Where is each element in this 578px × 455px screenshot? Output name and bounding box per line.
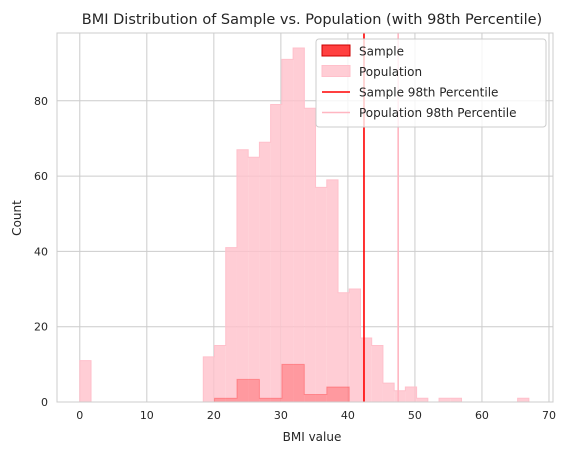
bar: [214, 345, 226, 402]
bar: [371, 345, 383, 402]
bar: [281, 59, 294, 402]
y-tick-labels: 0 20 40 60 80: [34, 95, 48, 409]
legend-label: Population: [359, 65, 422, 79]
y-tick-label: 0: [41, 396, 48, 409]
bar: [315, 187, 327, 402]
x-tick-label: 30: [274, 409, 288, 422]
x-tick-label: 50: [408, 409, 422, 422]
bar: [360, 337, 372, 402]
bar: [259, 398, 282, 402]
population-bars: [79, 47, 530, 403]
y-tick-label: 60: [34, 170, 48, 183]
bar: [304, 108, 316, 402]
bar: [281, 364, 305, 402]
bar: [225, 247, 237, 402]
bar: [304, 394, 327, 402]
legend: Sample Population Sample 98th Percentile Po…: [315, 38, 547, 128]
bar: [405, 386, 417, 402]
y-tick-label: 20: [34, 321, 48, 334]
x-tick-label: 60: [475, 409, 489, 422]
x-tick-label: 20: [207, 409, 221, 422]
x-axis-label: BMI value: [283, 430, 342, 444]
bar: [338, 292, 350, 402]
legend-swatch: [321, 44, 351, 57]
bar: [270, 104, 282, 402]
x-tick-label: 10: [140, 409, 154, 422]
bar: [450, 398, 462, 402]
bar: [394, 390, 406, 402]
bar: [416, 398, 428, 402]
x-tick-label: 40: [341, 409, 355, 422]
bar: [326, 386, 350, 402]
x-tick-labels: 0 10 20 30 40 50 60 70: [76, 409, 556, 422]
legend-label: Sample 98th Percentile: [359, 86, 498, 100]
legend-box: [315, 38, 547, 128]
legend-swatch: [321, 65, 351, 77]
bar: [259, 142, 271, 402]
sample-bars: [79, 363, 529, 403]
plot-frame: [56, 32, 554, 403]
bar: [517, 398, 529, 402]
bar: [248, 157, 260, 402]
bar: [293, 48, 305, 403]
bar: [236, 149, 249, 402]
x-tick-label: 70: [542, 409, 556, 422]
bar: [236, 379, 260, 402]
x-tick-label: 0: [76, 409, 83, 422]
bar: [349, 289, 361, 402]
bar: [326, 179, 339, 402]
bar: [382, 383, 395, 402]
y-tick-label: 80: [34, 95, 48, 108]
legend-label: Population 98th Percentile: [359, 106, 516, 120]
bar: [439, 398, 451, 402]
bar: [203, 356, 215, 402]
bar: [79, 360, 92, 402]
chart-title: BMI Distribution of Sample vs. Populatio…: [82, 12, 542, 28]
legend-label: Sample: [359, 45, 404, 59]
y-tick-label: 40: [34, 245, 48, 258]
y-axis-label: Count: [10, 200, 24, 236]
bar: [214, 398, 237, 402]
